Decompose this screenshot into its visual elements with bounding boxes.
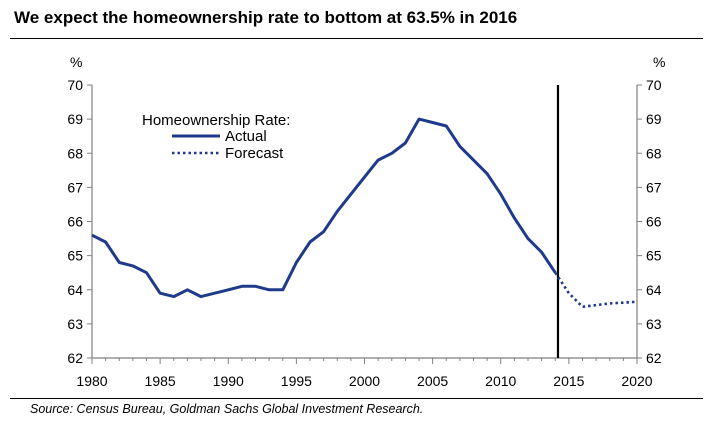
data-point-actual — [432, 122, 434, 124]
source-note: Source: Census Bureau, Goldman Sachs Glo… — [30, 402, 424, 416]
y-tick-label-right: 63 — [646, 316, 662, 332]
data-point-actual — [268, 289, 270, 291]
data-point-actual — [255, 286, 257, 288]
y-tick-label-left: 66 — [67, 214, 83, 230]
data-point-forecast — [609, 303, 611, 305]
x-tick-label: 1985 — [145, 373, 176, 389]
y-tick-label-right: 69 — [646, 111, 662, 127]
data-point-forecast — [582, 306, 584, 308]
data-point-forecast — [554, 272, 556, 274]
chart-title: We expect the homeownership rate to bott… — [14, 8, 518, 27]
data-point-actual — [146, 272, 148, 274]
y-tick-label-right: 70 — [646, 77, 662, 93]
data-point-forecast — [595, 304, 597, 306]
x-tick-label: 2010 — [485, 373, 516, 389]
y-tick-label-left: 65 — [67, 248, 83, 264]
data-point-actual — [105, 241, 107, 243]
data-point-actual — [241, 286, 243, 288]
data-point-actual — [91, 234, 93, 236]
y-tick-label-right: 65 — [646, 248, 662, 264]
x-tick-label: 1995 — [281, 373, 312, 389]
data-point-actual — [118, 262, 120, 264]
y-tick-label-left: 67 — [67, 179, 83, 195]
x-tick-label: 1980 — [76, 373, 107, 389]
data-point-actual — [282, 289, 284, 291]
data-point-actual — [200, 296, 202, 298]
legend-label-actual: Actual — [225, 128, 267, 145]
x-tick-label: 2020 — [621, 373, 652, 389]
y-tick-label-left: 69 — [67, 111, 83, 127]
data-point-actual — [418, 118, 420, 120]
x-tick-label: 1990 — [213, 373, 244, 389]
x-tick-label: 2015 — [553, 373, 584, 389]
data-point-actual — [336, 210, 338, 212]
data-point-actual — [377, 159, 379, 161]
data-point-actual — [514, 217, 516, 219]
title-divider — [10, 38, 703, 39]
data-point-actual — [132, 265, 134, 267]
data-point-actual — [214, 292, 216, 294]
source-divider — [10, 398, 703, 399]
line-chart: % % 62 62 63 63 64 64 65 65 66 66 67 67 68 68 69 69 70 70 19… — [67, 54, 665, 389]
data-point-actual — [405, 142, 407, 144]
x-tick-label: 2000 — [349, 373, 380, 389]
y-tick-label-left: 62 — [67, 350, 83, 366]
y-tick-label-left: 64 — [67, 282, 83, 298]
data-point-actual — [391, 152, 393, 154]
data-point-actual — [445, 125, 447, 127]
y-tick-label-left: 70 — [67, 77, 83, 93]
y-tick-label-left: 68 — [67, 145, 83, 161]
data-point-forecast — [636, 301, 638, 303]
y-axis-unit-right: % — [653, 54, 665, 70]
y-axis-unit-left: % — [70, 54, 82, 70]
data-point-actual — [173, 296, 175, 298]
data-point-actual — [486, 173, 488, 175]
data-point-actual — [309, 241, 311, 243]
data-point-actual — [527, 238, 529, 240]
data-point-actual — [296, 262, 298, 264]
data-point-actual — [500, 193, 502, 195]
chart-axes: % % 62 62 63 63 64 64 65 65 66 66 67 67 68 68 69 69 70 70 19… — [67, 54, 665, 389]
series-line-forecast — [554, 271, 638, 309]
data-point-forecast — [568, 292, 570, 294]
data-point-actual — [350, 193, 352, 195]
data-point-actual — [541, 251, 543, 253]
y-tick-label-right: 67 — [646, 179, 662, 195]
x-tick-label: 2005 — [417, 373, 448, 389]
data-point-actual — [323, 231, 325, 233]
data-point-actual — [227, 289, 229, 291]
data-point-actual — [187, 289, 189, 291]
data-point-actual — [364, 176, 366, 178]
data-point-actual — [459, 146, 461, 148]
y-tick-label-left: 63 — [67, 316, 83, 332]
y-tick-label-right: 64 — [646, 282, 662, 298]
y-tick-label-right: 68 — [646, 145, 662, 161]
legend-title: Homeownership Rate: — [142, 112, 290, 129]
data-point-actual — [159, 292, 161, 294]
y-tick-label-right: 66 — [646, 214, 662, 230]
data-point-forecast — [623, 302, 625, 304]
data-point-actual — [473, 159, 475, 161]
chart-marks — [91, 85, 638, 358]
legend-label-forecast: Forecast — [225, 145, 284, 162]
y-tick-label-right: 62 — [646, 350, 662, 366]
series-line-actual — [91, 117, 557, 299]
